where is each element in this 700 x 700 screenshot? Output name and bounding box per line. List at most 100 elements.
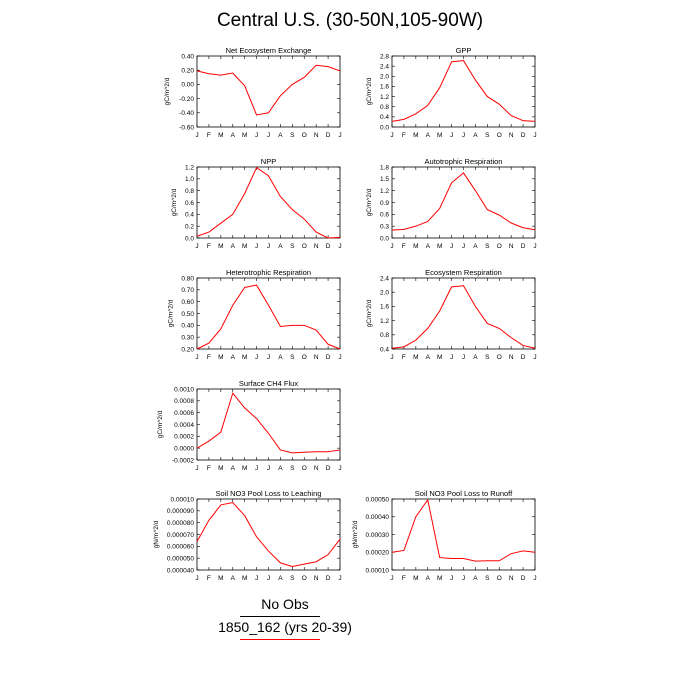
x-tick-label: J bbox=[267, 243, 270, 250]
y-tick-label: 0.000090 bbox=[167, 508, 194, 515]
x-tick-label: J bbox=[533, 575, 536, 582]
series-line bbox=[196, 284, 341, 350]
chart-soil-no3-leaching: Soil NO3 Pool Loss to Leaching 0.00010 0.0… bbox=[153, 489, 341, 582]
series-line bbox=[391, 498, 536, 562]
y-axis-label: gC/m^2/d bbox=[171, 188, 178, 216]
x-tick-label: F bbox=[402, 243, 406, 250]
panel-gpp: GPP 2.8 2.4 2.0 1.6 1.2 0.8 0.4 0.0 J F M A M J J A S O N D J… bbox=[366, 46, 536, 139]
x-tick-label: J bbox=[390, 354, 393, 361]
x-tick-label: J bbox=[533, 132, 536, 139]
x-tick-label: A bbox=[426, 354, 431, 361]
y-tick-label: 1.2 bbox=[380, 94, 389, 101]
x-tick-label: O bbox=[302, 354, 307, 361]
y-axis-label: gC/m^2/d bbox=[366, 188, 373, 216]
legend: No Obs 1850_162 (yrs 20-39) bbox=[0, 596, 700, 656]
y-tick-label: 2.0 bbox=[380, 290, 389, 297]
x-tick-label: A bbox=[278, 354, 283, 361]
x-tick-label: M bbox=[242, 354, 247, 361]
panel-title: Autotrophic Respiration bbox=[425, 157, 503, 166]
x-tick-label: S bbox=[485, 575, 490, 582]
x-tick-label: J bbox=[255, 243, 258, 250]
y-tick-label: 0.4 bbox=[380, 346, 389, 353]
x-tick-label: J bbox=[338, 354, 341, 361]
x-tick-label: J bbox=[462, 354, 465, 361]
x-tick-label: J bbox=[533, 243, 536, 250]
y-axis-label: gC/m^2/d bbox=[157, 410, 164, 438]
x-tick-label: D bbox=[521, 575, 526, 582]
x-tick-label: D bbox=[326, 243, 331, 250]
y-tick-label: 1.8 bbox=[380, 164, 389, 171]
x-tick-label: J bbox=[267, 465, 270, 472]
x-tick-label: S bbox=[290, 243, 295, 250]
chart-autotrophic-respiration: Autotrophic Respiration 1.8 1.5 1.2 0.9 0.6 0.… bbox=[366, 157, 536, 250]
x-tick-label: J bbox=[338, 243, 341, 250]
y-tick-label: 0.3 bbox=[380, 223, 389, 230]
panel-title: Surface CH4 Flux bbox=[239, 379, 298, 388]
series-line bbox=[391, 285, 536, 349]
panel-net-ecosystem-exchange: Net Ecosystem Exchange 0.40 0.20 0.00 -0.20 -… bbox=[164, 46, 342, 139]
panel-heterotrophic-respiration: Heterotrophic Respiration 0.80 0.70 0.60 0.5… bbox=[168, 268, 342, 361]
series-line bbox=[196, 64, 341, 116]
x-tick-label: F bbox=[402, 132, 406, 139]
y-axis-label: gC/m^2/d bbox=[366, 77, 373, 105]
panel-title: Soil NO3 Pool Loss to Runoff bbox=[415, 489, 513, 498]
y-tick-label: 2.4 bbox=[380, 63, 389, 70]
y-tick-label: 0.00020 bbox=[366, 550, 390, 557]
x-tick-label: O bbox=[497, 354, 502, 361]
x-tick-label: S bbox=[485, 132, 490, 139]
x-tick-label: J bbox=[450, 243, 453, 250]
x-tick-label: O bbox=[302, 465, 307, 472]
y-tick-label: 0.60 bbox=[181, 299, 194, 306]
x-tick-label: J bbox=[390, 243, 393, 250]
y-tick-label: 0.2 bbox=[185, 223, 194, 230]
x-tick-label: A bbox=[231, 575, 236, 582]
y-tick-label: 0.0 bbox=[380, 235, 389, 242]
x-tick-label: S bbox=[290, 132, 295, 139]
x-tick-label: F bbox=[207, 243, 211, 250]
x-tick-label: A bbox=[231, 132, 236, 139]
y-tick-label: 0.6 bbox=[185, 200, 194, 207]
panel-soil-no3-leaching: Soil NO3 Pool Loss to Leaching 0.00010 0.0… bbox=[153, 489, 341, 582]
chart-surface-ch4-flux: Surface CH4 Flux 0.0010 0.0008 0.0006 0.0004… bbox=[157, 379, 342, 472]
x-tick-label: F bbox=[402, 354, 406, 361]
panel-surface-ch4-flux: Surface CH4 Flux 0.0010 0.0008 0.0006 0.0004… bbox=[157, 379, 342, 472]
x-tick-label: J bbox=[462, 132, 465, 139]
x-tick-label: J bbox=[338, 465, 341, 472]
y-tick-label: 0.8 bbox=[380, 332, 389, 339]
x-tick-label: M bbox=[437, 575, 442, 582]
y-tick-label: 1.2 bbox=[380, 188, 389, 195]
plot-frame bbox=[196, 277, 341, 350]
x-tick-label: M bbox=[218, 575, 223, 582]
x-tick-label: J bbox=[450, 354, 453, 361]
y-tick-label: 0.50 bbox=[181, 311, 194, 318]
legend-label-case: 1850_162 (yrs 20-39) bbox=[218, 619, 352, 635]
y-tick-label: 0.6 bbox=[380, 212, 389, 219]
panel-title: NPP bbox=[261, 157, 276, 166]
y-tick-label: 0.000070 bbox=[167, 532, 194, 539]
panel-title: GPP bbox=[456, 46, 472, 55]
x-tick-label: D bbox=[521, 132, 526, 139]
x-tick-label: O bbox=[302, 575, 307, 582]
x-tick-label: J bbox=[533, 354, 536, 361]
x-tick-label: A bbox=[473, 243, 478, 250]
x-tick-label: M bbox=[437, 132, 442, 139]
x-tick-label: F bbox=[207, 465, 211, 472]
y-tick-label: 0.9 bbox=[380, 200, 389, 207]
y-tick-label: 0.00010 bbox=[171, 496, 195, 503]
y-tick-label: -0.40 bbox=[179, 110, 194, 117]
series-line bbox=[196, 502, 341, 567]
x-tick-label: M bbox=[218, 132, 223, 139]
chart-net-ecosystem-exchange: Net Ecosystem Exchange 0.40 0.20 0.00 -0.20 -… bbox=[164, 46, 342, 139]
x-tick-label: M bbox=[218, 465, 223, 472]
y-tick-label: 0.20 bbox=[181, 346, 194, 353]
x-tick-label: F bbox=[207, 132, 211, 139]
y-tick-label: 1.5 bbox=[380, 176, 389, 183]
x-tick-label: F bbox=[207, 354, 211, 361]
figure-title: Central U.S. (30-50N,105-90W) bbox=[216, 10, 484, 31]
x-tick-label: O bbox=[497, 243, 502, 250]
x-tick-label: S bbox=[290, 354, 295, 361]
y-tick-label: 0.00 bbox=[181, 82, 194, 89]
y-tick-label: 0.000080 bbox=[167, 520, 194, 527]
chart-ecosystem-respiration: Ecosystem Respiration2.42.01.61.20.80.4J… bbox=[366, 268, 536, 361]
